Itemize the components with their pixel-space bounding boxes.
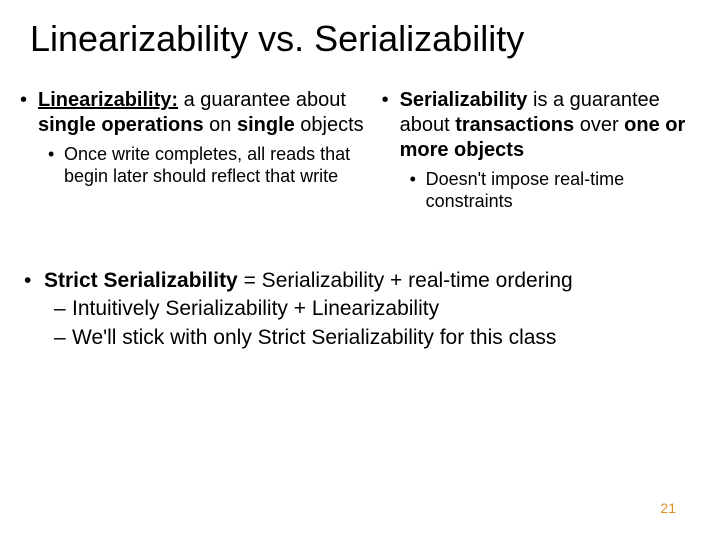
left-bullet-main: • Linearizability: a guarantee about sin…	[20, 88, 374, 138]
bottom-bullet-sub1: – Intuitively Serializability + Lineariz…	[54, 295, 700, 323]
bottom-bullet-main-text: Strict Serializability = Serializability…	[44, 267, 700, 295]
slide: Linearizability vs. Serializability • Li…	[0, 0, 720, 540]
bullet-dot-icon: •	[382, 88, 400, 163]
right-bullet-sub-text: Doesn't impose real-time constraints	[426, 169, 695, 213]
right-column: • Serializability is a guarantee about t…	[382, 88, 695, 213]
bottom-bullet-sub1-text: Intuitively Serializability + Linearizab…	[72, 295, 700, 323]
right-bullet-sub: • Doesn't impose real-time constraints	[410, 169, 695, 213]
bottom-bullet-sub2: – We'll stick with only Strict Serializa…	[54, 324, 700, 352]
left-bullet-sub: • Once write completes, all reads that b…	[48, 144, 374, 188]
bottom-bullet-main: • Strict Serializability = Serializabili…	[20, 267, 700, 295]
left-column: • Linearizability: a guarantee about sin…	[20, 88, 374, 213]
bottom-bullet-sub2-text: We'll stick with only Strict Serializabi…	[72, 324, 700, 352]
dash-icon: –	[54, 324, 72, 352]
slide-title: Linearizability vs. Serializability	[30, 18, 700, 60]
dash-icon: –	[54, 295, 72, 323]
right-bullet-main-text: Serializability is a guarantee about tra…	[400, 88, 695, 163]
bullet-dot-icon: •	[20, 88, 38, 138]
two-column-region: • Linearizability: a guarantee about sin…	[20, 88, 700, 213]
bottom-section: • Strict Serializability = Serializabili…	[20, 267, 700, 352]
left-bullet-main-text: Linearizability: a guarantee about singl…	[38, 88, 374, 138]
right-bullet-main: • Serializability is a guarantee about t…	[382, 88, 695, 163]
left-bullet-sub-text: Once write completes, all reads that beg…	[64, 144, 374, 188]
bullet-dot-icon: •	[410, 169, 426, 213]
bullet-dot-icon: •	[48, 144, 64, 188]
bullet-dot-icon: •	[20, 267, 44, 295]
page-number: 21	[660, 500, 676, 516]
